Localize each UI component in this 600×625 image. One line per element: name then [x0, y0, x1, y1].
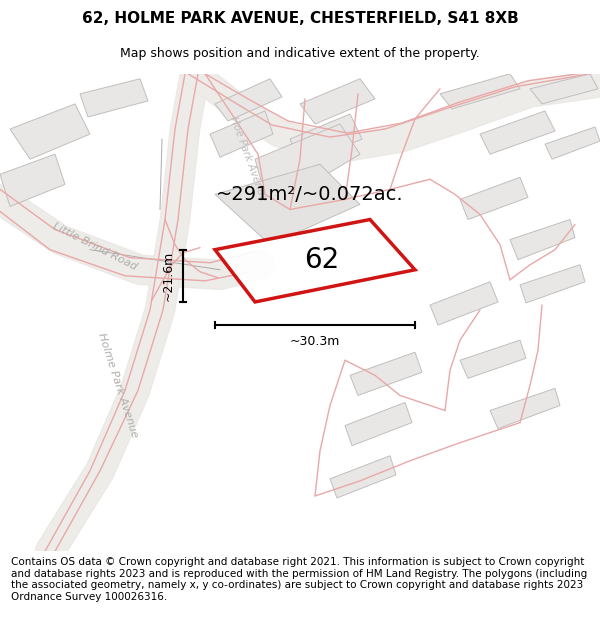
Polygon shape	[545, 127, 600, 159]
Polygon shape	[350, 352, 422, 396]
Polygon shape	[300, 79, 375, 124]
Polygon shape	[530, 74, 598, 104]
Polygon shape	[490, 388, 560, 429]
Polygon shape	[215, 219, 415, 302]
Polygon shape	[460, 340, 526, 378]
Text: Contains OS data © Crown copyright and database right 2021. This information is : Contains OS data © Crown copyright and d…	[11, 557, 587, 602]
Polygon shape	[510, 219, 575, 260]
Text: Hoe Park Avenue: Hoe Park Avenue	[228, 116, 268, 202]
Polygon shape	[330, 456, 396, 498]
Polygon shape	[0, 154, 65, 206]
Text: Little Brind Road: Little Brind Road	[51, 221, 139, 272]
Polygon shape	[520, 265, 585, 303]
Polygon shape	[210, 111, 273, 157]
Text: 62, HOLME PARK AVENUE, CHESTERFIELD, S41 8XB: 62, HOLME PARK AVENUE, CHESTERFIELD, S41…	[82, 11, 518, 26]
Polygon shape	[10, 104, 90, 159]
Text: ~21.6m: ~21.6m	[162, 251, 175, 301]
Text: ~30.3m: ~30.3m	[290, 335, 340, 348]
Text: ~291m²/~0.072ac.: ~291m²/~0.072ac.	[216, 185, 404, 204]
Polygon shape	[345, 402, 412, 446]
Polygon shape	[215, 164, 360, 244]
Polygon shape	[290, 114, 362, 164]
Text: Holme Park Avenue: Holme Park Avenue	[96, 332, 140, 439]
Polygon shape	[215, 79, 282, 121]
Polygon shape	[80, 79, 148, 117]
Text: 62: 62	[304, 246, 340, 274]
Polygon shape	[480, 111, 555, 154]
Polygon shape	[460, 177, 528, 219]
Polygon shape	[255, 124, 360, 194]
Polygon shape	[440, 74, 520, 109]
Polygon shape	[430, 282, 498, 325]
Text: Map shows position and indicative extent of the property.: Map shows position and indicative extent…	[120, 47, 480, 59]
